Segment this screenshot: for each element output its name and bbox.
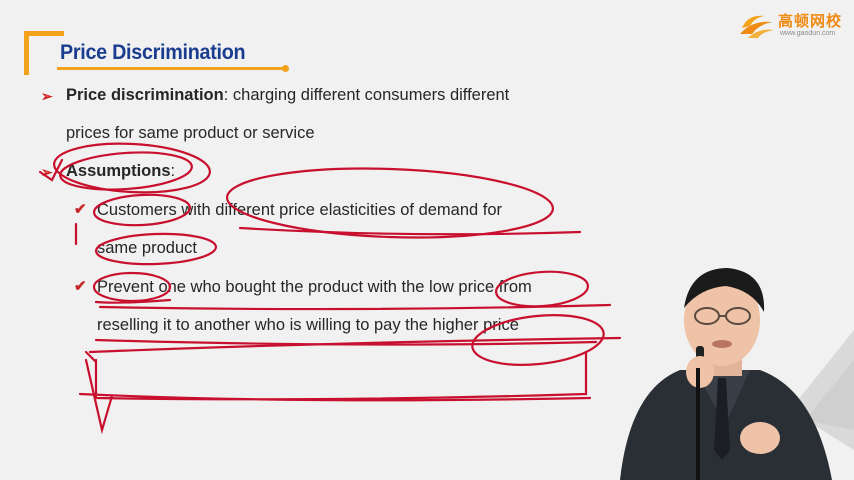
- logo-chinese-name: 高顿网校: [778, 13, 843, 30]
- assumption-2-line-1: Prevent one who bought the product with …: [97, 278, 532, 296]
- assumptions-colon: :: [170, 162, 176, 180]
- slide-title: Price Discrimination: [60, 41, 246, 64]
- title-underline: [57, 67, 285, 70]
- logo-url: www.gaodun.com: [780, 30, 836, 37]
- assumptions-heading-line: Assumptions:: [66, 162, 175, 181]
- annotation-long-underline: [94, 338, 598, 346]
- arrow-bullet-icon: ➢: [41, 164, 53, 180]
- annotation-checkmark-scribble: [84, 358, 114, 435]
- gaodun-logo-icon: [740, 15, 774, 38]
- definition-text-1: : charging different consumers different: [223, 86, 510, 104]
- assumption-1-line-2: same product: [97, 239, 197, 257]
- checkmark-icon: ✔: [74, 201, 87, 218]
- presenter-video: [620, 268, 854, 480]
- title-bracket-decoration: [24, 31, 64, 75]
- gaodun-logo: 高顿网校 www.gaodun.com: [738, 6, 850, 42]
- definition-line-2: prices for same product or service: [66, 124, 315, 142]
- assumptions-heading: Assumptions: [66, 162, 171, 180]
- definition-term: Price discrimination: [66, 86, 224, 104]
- annotation-underline-row-2: [98, 303, 612, 311]
- assumption-1-line-1: Customers with different price elasticit…: [97, 201, 503, 219]
- annotation-underline-prevent: [94, 298, 172, 304]
- arrow-bullet-icon: ➢: [41, 88, 53, 104]
- assumption-2-line-2: reselling it to another who is willing t…: [97, 316, 519, 334]
- definition-line-1: Price discrimination: charging different…: [66, 86, 509, 105]
- annotation-box-scribble: [78, 336, 622, 402]
- annotation-underline-elasticities: [238, 226, 582, 236]
- checkmark-icon: ✔: [74, 278, 87, 295]
- title-underline-dot: [282, 65, 289, 72]
